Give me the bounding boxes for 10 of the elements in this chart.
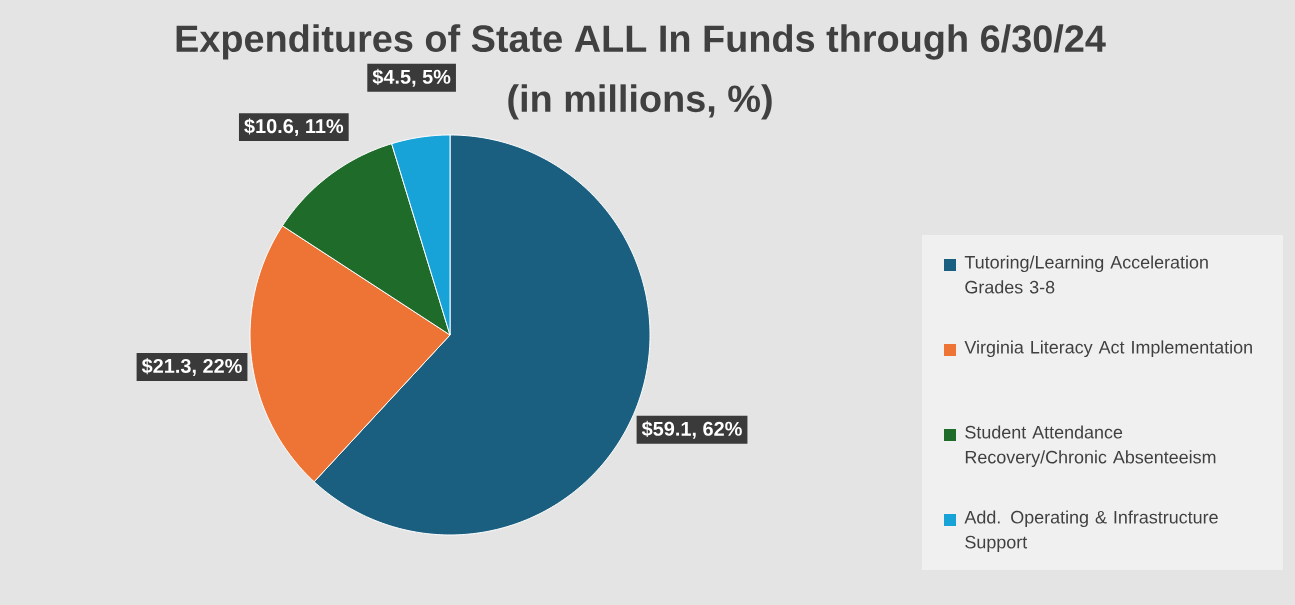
chart-subtitle: (in millions, %): [508, 84, 772, 120]
legend-label: Virginia Literacy Act Implementation: [964, 340, 1252, 358]
data-label: $10.6, 11%: [244, 118, 344, 137]
data-label: $21.3, 22%: [141, 358, 242, 376]
legend-label: Tutoring/Learning Acceleration Grades 3-8: [964, 255, 1208, 294]
data-label: $4.5, 5%: [372, 68, 451, 87]
legend-label: Add. Operating & Infrastructure Support: [964, 510, 1218, 552]
legend-label: Student Attendance Recovery/Chronic Absenteeism: [965, 425, 1216, 467]
data-label: $59.1, 62%: [641, 420, 742, 439]
chart-title: Expenditures of State ALL In Funds through 6/30/24: [176, 24, 1106, 60]
